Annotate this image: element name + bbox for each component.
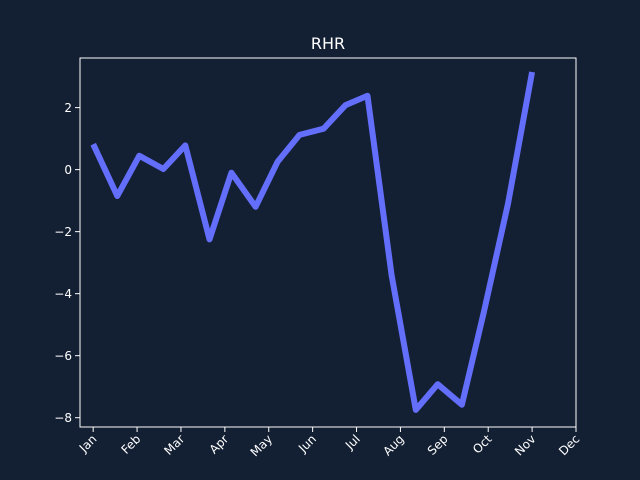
y-tick-label: −4 — [54, 287, 72, 301]
y-tick-label: 0 — [64, 163, 72, 177]
axes — [79, 57, 577, 428]
data-point — [277, 161, 278, 162]
data-point — [367, 95, 368, 96]
data-point — [507, 203, 508, 204]
data-point — [299, 134, 300, 135]
data-point — [163, 169, 164, 170]
series-layer — [90, 71, 536, 413]
y-tick-label: −2 — [54, 225, 72, 239]
data-point — [117, 195, 118, 196]
data-point — [323, 128, 324, 129]
y-tick-label: 2 — [64, 101, 72, 115]
data-point — [255, 206, 256, 207]
data-point — [415, 409, 416, 410]
chart-title: RHR — [311, 34, 345, 53]
y-tick-label: −8 — [54, 411, 72, 425]
data-point — [139, 155, 140, 156]
data-point — [437, 384, 438, 385]
data-point — [461, 404, 462, 405]
data-point — [532, 71, 533, 72]
data-point — [209, 239, 210, 240]
series-line — [90, 71, 536, 413]
data-point — [93, 144, 94, 145]
plot-area-frame — [79, 57, 577, 428]
data-point — [231, 172, 232, 173]
data-point — [185, 145, 186, 146]
data-point — [345, 105, 346, 106]
data-point — [483, 312, 484, 313]
y-tick-label: −6 — [54, 349, 72, 363]
y-axis-ticks: −8 −6 −4 −2 0 2 — [54, 101, 80, 425]
data-point — [391, 275, 392, 276]
